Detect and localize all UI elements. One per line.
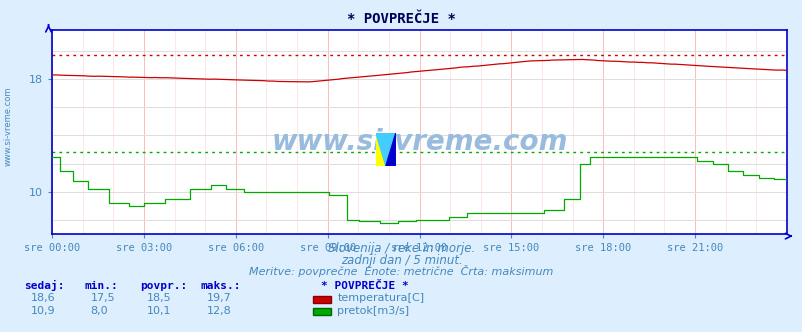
Polygon shape [375,133,395,166]
Text: www.si-vreme.com: www.si-vreme.com [3,86,13,166]
Text: Slovenija / reke in morje.: Slovenija / reke in morje. [327,242,475,255]
Text: 8,0: 8,0 [91,306,108,316]
Text: 12,8: 12,8 [207,306,232,316]
Text: 10,1: 10,1 [147,306,172,316]
Text: povpr.:: povpr.: [140,281,188,291]
Text: 10,9: 10,9 [30,306,55,316]
Text: * POVPREČJE *: * POVPREČJE * [321,281,408,291]
Text: Meritve: povprečne  Enote: metrične  Črta: maksimum: Meritve: povprečne Enote: metrične Črta:… [249,265,553,277]
Text: www.si-vreme.com: www.si-vreme.com [271,128,567,156]
Text: sedaj:: sedaj: [24,280,64,291]
Text: 18,6: 18,6 [30,293,55,303]
Text: pretok[m3/s]: pretok[m3/s] [337,306,409,316]
Text: zadnji dan / 5 minut.: zadnji dan / 5 minut. [340,254,462,267]
Polygon shape [386,133,395,166]
Text: 17,5: 17,5 [91,293,115,303]
Polygon shape [375,133,386,166]
Text: min.:: min.: [84,281,118,291]
Text: * POVPREČJE *: * POVPREČJE * [346,12,456,26]
Text: 18,5: 18,5 [147,293,172,303]
Text: 19,7: 19,7 [207,293,232,303]
Text: maks.:: maks.: [200,281,241,291]
Text: temperatura[C]: temperatura[C] [337,293,423,303]
